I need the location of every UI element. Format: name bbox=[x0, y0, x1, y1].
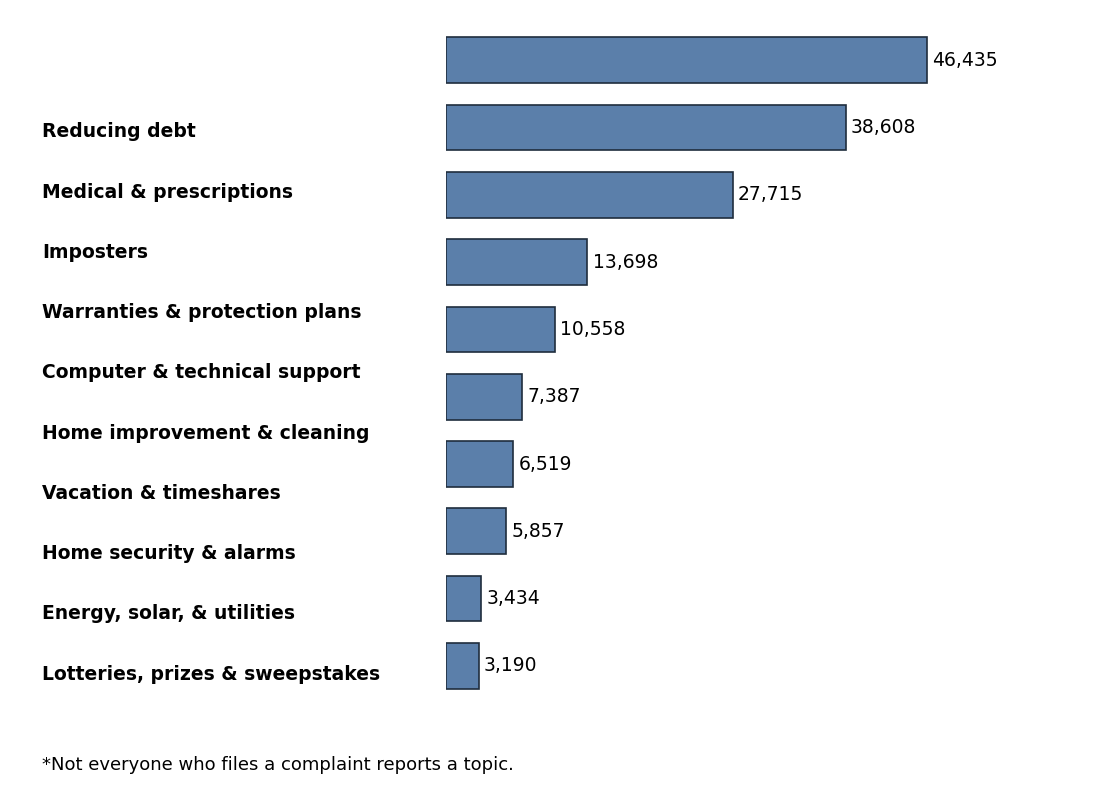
Bar bbox=[446, 306, 554, 353]
Text: 27,715: 27,715 bbox=[738, 185, 803, 204]
Text: Lotteries, prizes & sweepstakes: Lotteries, prizes & sweepstakes bbox=[42, 665, 380, 684]
Text: 10,558: 10,558 bbox=[560, 320, 626, 339]
Text: 3,434: 3,434 bbox=[486, 589, 540, 608]
Text: Medical & prescriptions: Medical & prescriptions bbox=[42, 183, 293, 202]
Bar bbox=[446, 172, 733, 218]
Text: Reducing debt: Reducing debt bbox=[42, 122, 196, 141]
Bar bbox=[446, 38, 927, 83]
Bar bbox=[446, 441, 513, 487]
Bar bbox=[446, 373, 522, 420]
Text: 38,608: 38,608 bbox=[851, 118, 916, 137]
Bar bbox=[446, 643, 478, 689]
Text: Home security & alarms: Home security & alarms bbox=[42, 544, 296, 563]
Text: Energy, solar, & utilities: Energy, solar, & utilities bbox=[42, 604, 295, 623]
Text: 46,435: 46,435 bbox=[932, 51, 998, 69]
Text: 3,190: 3,190 bbox=[484, 657, 537, 675]
Text: Imposters: Imposters bbox=[42, 243, 147, 262]
Bar bbox=[446, 239, 587, 285]
Text: Vacation & timeshares: Vacation & timeshares bbox=[42, 484, 280, 503]
Text: Computer & technical support: Computer & technical support bbox=[42, 363, 361, 382]
Bar bbox=[446, 508, 506, 554]
Text: 5,857: 5,857 bbox=[512, 522, 565, 541]
Text: Warranties & protection plans: Warranties & protection plans bbox=[42, 303, 361, 322]
Text: 13,698: 13,698 bbox=[593, 253, 658, 271]
Text: 7,387: 7,387 bbox=[527, 387, 581, 406]
Text: Home improvement & cleaning: Home improvement & cleaning bbox=[42, 424, 370, 443]
Text: *Not everyone who files a complaint reports a topic.: *Not everyone who files a complaint repo… bbox=[42, 756, 514, 774]
Bar bbox=[446, 105, 846, 151]
Text: 6,519: 6,519 bbox=[518, 455, 572, 473]
Bar bbox=[446, 575, 481, 622]
